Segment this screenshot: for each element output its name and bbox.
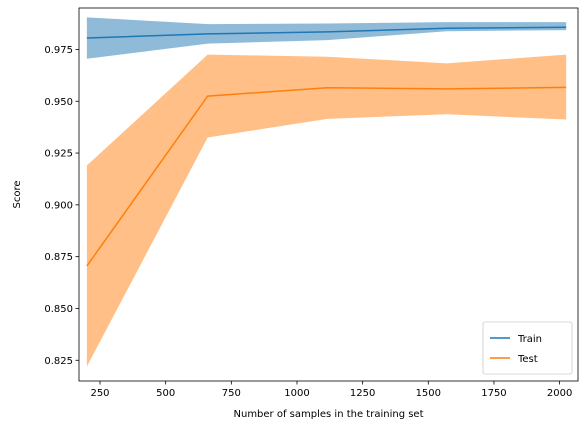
y-tick-label: 0.925	[44, 149, 73, 160]
legend: Train Test	[482, 321, 573, 375]
y-axis-label: Score	[12, 180, 23, 208]
legend-box	[482, 321, 573, 375]
legend-label-test: Test	[517, 354, 538, 365]
confidence-bands	[86, 17, 567, 367]
y-tick-label: 0.975	[44, 45, 73, 56]
y-tick-label: 0.825	[44, 356, 73, 367]
x-tick-label: 2000	[547, 388, 572, 399]
x-tick-label: 1750	[481, 388, 506, 399]
y-tick-label: 0.950	[44, 97, 73, 108]
x-tick-label: 1000	[284, 388, 309, 399]
series-lines	[86, 26, 567, 267]
line-train	[86, 26, 567, 39]
y-tick-label: 0.900	[44, 200, 73, 211]
y-tick-label: 0.875	[44, 252, 73, 263]
y-axis-ticks: 0.825 0.850 0.875 0.900 0.925 0.950 0.975	[44, 45, 79, 367]
x-tick-label: 1250	[350, 388, 375, 399]
band-test	[86, 54, 567, 367]
x-tick-label: 1500	[416, 388, 441, 399]
x-tick-label: 250	[90, 388, 109, 399]
x-axis-ticks: 250 500 750 1000 1250 1500 1750 2000	[90, 381, 572, 399]
x-tick-label: 500	[156, 388, 175, 399]
x-tick-label: 750	[222, 388, 241, 399]
legend-label-train: Train	[517, 334, 542, 345]
line-test	[86, 86, 567, 267]
x-axis-label: Number of samples in the training set	[234, 409, 424, 420]
plot-area-frame	[78, 7, 579, 382]
y-tick-label: 0.850	[44, 304, 73, 315]
band-train	[86, 17, 567, 59]
